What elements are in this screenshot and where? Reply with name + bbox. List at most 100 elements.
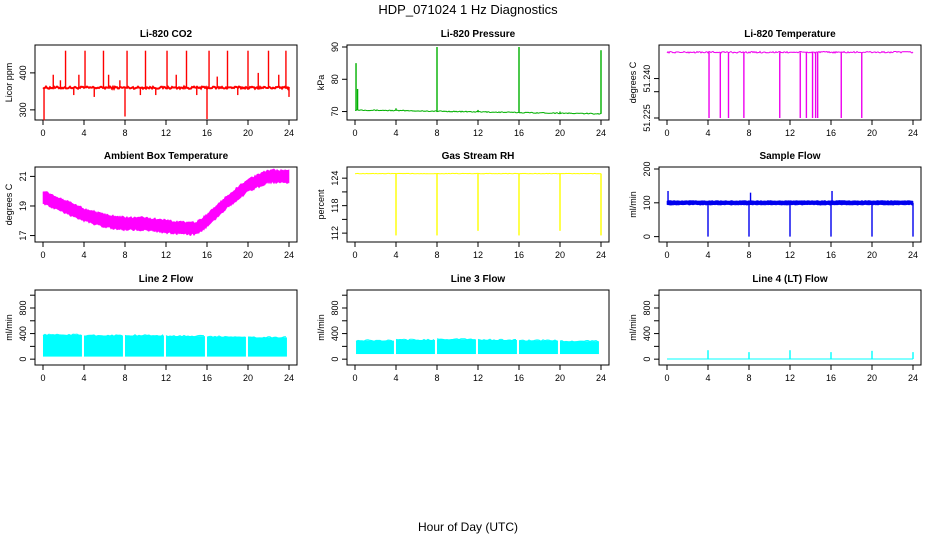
y-tick-label: 118 <box>330 198 340 212</box>
x-tick-label: 12 <box>785 373 795 383</box>
series-segment <box>437 339 476 354</box>
panel-title: Sample Flow <box>759 151 820 162</box>
x-tick-label: 4 <box>393 250 398 260</box>
x-tick-label: 16 <box>826 128 836 138</box>
y-tick-label: 200 <box>642 161 652 176</box>
series-band <box>43 169 289 236</box>
x-tick-label: 4 <box>705 250 710 260</box>
y-tick-label: 0 <box>18 357 28 362</box>
x-tick-label: 12 <box>161 373 171 383</box>
y-axis-label: degrees C <box>628 61 638 103</box>
panel-title: Ambient Box Temperature <box>104 151 229 162</box>
x-tick-label: 24 <box>908 128 918 138</box>
y-tick-label: 0 <box>330 357 340 362</box>
y-tick-label: 100 <box>642 195 652 210</box>
figure-title: HDP_071024 1 Hz Diagnostics <box>378 2 558 17</box>
x-tick-label: 12 <box>161 250 171 260</box>
series-edge <box>356 340 392 342</box>
series-segment <box>84 335 123 356</box>
x-tick-label: 8 <box>746 128 751 138</box>
series-line <box>667 52 913 54</box>
y-tick-label: 300 <box>18 102 28 117</box>
x-tick-label: 4 <box>393 128 398 138</box>
x-tick-label: 4 <box>81 128 86 138</box>
x-tick-label: 16 <box>826 373 836 383</box>
x-tick-label: 0 <box>352 373 357 383</box>
x-tick-label: 20 <box>243 373 253 383</box>
y-tick-label: 17 <box>18 231 28 241</box>
x-tick-label: 24 <box>284 250 294 260</box>
series-segment <box>166 336 205 356</box>
series-segment <box>519 341 558 354</box>
series-segment <box>43 335 82 357</box>
data-layer <box>355 47 601 114</box>
x-tick-label: 12 <box>785 250 795 260</box>
panel-title: Gas Stream RH <box>442 151 515 162</box>
panel-title: Li-820 CO2 <box>140 29 193 40</box>
x-tick-label: 20 <box>243 250 253 260</box>
series-segment <box>478 340 517 354</box>
series-segment <box>356 341 394 354</box>
data-layer <box>355 173 601 235</box>
panel-title: Li-820 Temperature <box>744 29 836 40</box>
y-tick-label: 400 <box>18 65 28 80</box>
y-tick-label: 0 <box>642 234 652 239</box>
x-tick-label: 0 <box>352 250 357 260</box>
x-tick-label: 20 <box>243 128 253 138</box>
x-tick-label: 12 <box>473 373 483 383</box>
data-layer <box>43 51 289 121</box>
y-axis-label: kPa <box>316 75 326 91</box>
series-line <box>43 87 289 89</box>
x-tick-label: 0 <box>40 250 45 260</box>
y-tick-label: 0 <box>642 357 652 362</box>
data-layer <box>667 191 913 237</box>
x-tick-label: 0 <box>664 250 669 260</box>
x-tick-label: 16 <box>202 128 212 138</box>
panel-title: Li-820 Pressure <box>441 29 516 40</box>
panel-title: Line 2 Flow <box>139 274 194 285</box>
x-tick-label: 4 <box>705 373 710 383</box>
plot-frame <box>659 45 921 120</box>
series-segment <box>560 341 599 354</box>
data-layer <box>43 169 289 236</box>
y-axis-label: ml/min <box>628 314 638 341</box>
x-tick-label: 0 <box>664 128 669 138</box>
plot-frame <box>347 45 609 120</box>
y-tick-label: 80 <box>330 74 340 84</box>
x-tick-label: 12 <box>473 250 483 260</box>
x-tick-label: 16 <box>826 250 836 260</box>
x-tick-label: 20 <box>555 250 565 260</box>
y-axis-label: ml/min <box>316 314 326 341</box>
y-tick-label: 800 <box>330 300 340 315</box>
x-tick-label: 12 <box>161 128 171 138</box>
data-layer <box>43 334 287 357</box>
x-tick-label: 24 <box>284 128 294 138</box>
x-tick-label: 4 <box>81 373 86 383</box>
y-axis-label: Licor ppm <box>4 63 14 103</box>
x-tick-label: 20 <box>555 128 565 138</box>
x-tick-label: 8 <box>122 128 127 138</box>
x-tick-label: 16 <box>202 250 212 260</box>
data-layer <box>667 52 913 119</box>
y-axis-label: degrees C <box>4 183 14 225</box>
x-tick-label: 24 <box>284 373 294 383</box>
y-tick-label: 19 <box>18 201 28 211</box>
x-tick-label: 24 <box>596 128 606 138</box>
x-tick-label: 8 <box>122 373 127 383</box>
x-tick-label: 12 <box>785 128 795 138</box>
y-axis-label: ml/min <box>4 314 14 341</box>
y-tick-label: 51.225 <box>642 104 652 132</box>
panel-title: Line 4 (LT) Flow <box>752 274 828 285</box>
series-segment <box>396 340 435 354</box>
y-tick-label: 70 <box>330 107 340 117</box>
x-axis-label: Hour of Day (UTC) <box>418 520 518 534</box>
x-tick-label: 20 <box>867 250 877 260</box>
y-tick-label: 800 <box>18 300 28 315</box>
